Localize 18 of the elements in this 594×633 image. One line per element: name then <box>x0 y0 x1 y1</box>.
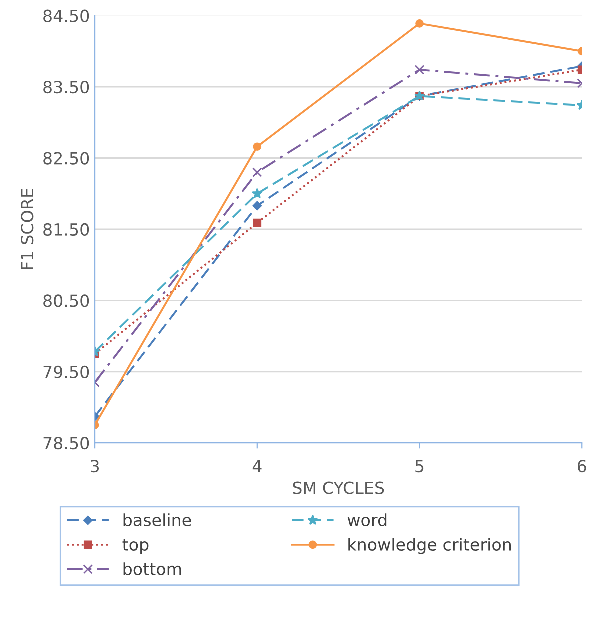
x-tick-label: 3 <box>91 460 100 473</box>
x-tick-label: 6 <box>578 460 586 473</box>
legend-label: baseline <box>124 514 192 527</box>
x-tick-label: 4 <box>252 460 262 472</box>
y-tick-label: 83.50 <box>44 81 90 94</box>
y-axis-title: F1 SCORE <box>21 189 34 270</box>
legend-label: top <box>122 539 149 554</box>
legend-label: word <box>348 514 387 527</box>
y-tick-label: 84.50 <box>44 10 90 22</box>
x-tick-label: 5 <box>416 460 424 473</box>
y-tick-label: 80.50 <box>44 294 90 308</box>
y-tick-label: 81.50 <box>44 223 90 236</box>
legend-label: knowledge criterion <box>348 538 512 554</box>
y-tick-label: 79.50 <box>44 366 90 378</box>
y-tick-label: 82.50 <box>44 152 90 165</box>
legend-label: bottom <box>124 562 182 576</box>
y-tick-label: 78.50 <box>44 437 90 450</box>
x-axis-title: SM CYCLES <box>293 482 384 494</box>
